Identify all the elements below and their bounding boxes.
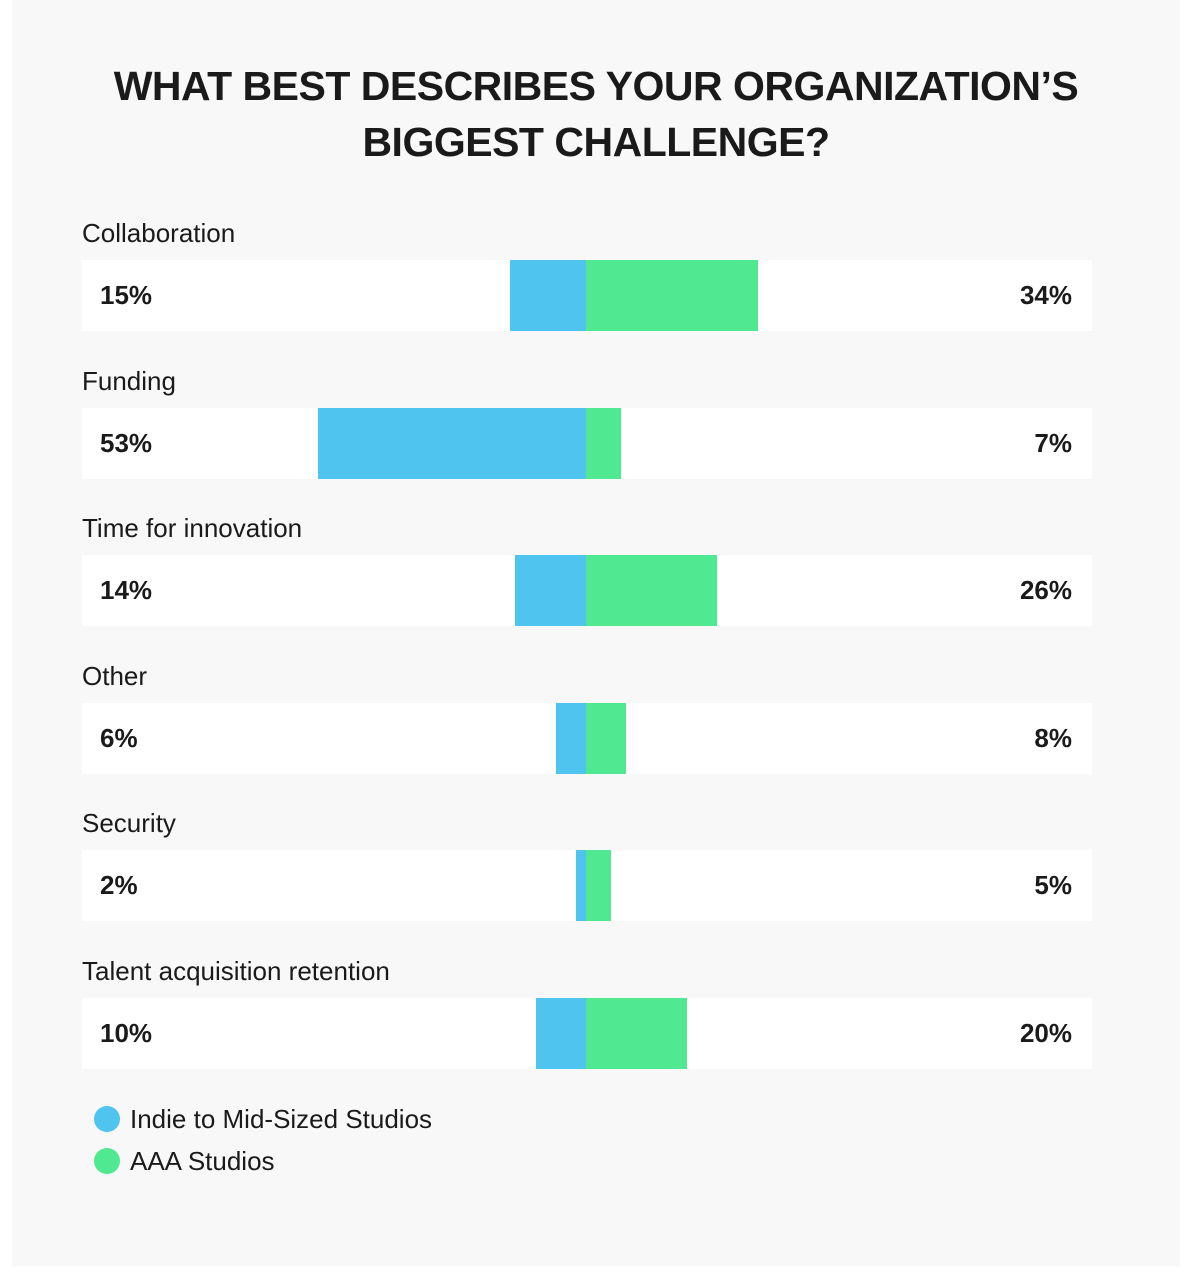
category-label-collaboration: Collaboration [82,218,236,248]
legend-label-aaa: AAA Studios [130,1145,275,1176]
legend-swatch-aaa [94,1148,120,1174]
value-label-aaa-collaboration: 34% [1019,280,1072,310]
value-label-aaa-security: 5% [1034,870,1072,900]
category-label-other: Other [82,661,148,691]
bar-indie-collaboration [510,260,586,331]
category-label-security: Security [82,808,176,838]
bar-indie-talent-acquisition-retention [535,998,586,1069]
value-label-indie-funding: 53% [100,428,153,458]
bar-track-funding: 53% 7% [82,408,1092,479]
value-label-aaa-funding: 7% [1034,428,1072,458]
chart-title: WHAT BEST DESCRIBES YOUR ORGANIZATION’S … [12,58,1180,170]
bar-track-time-for-innovation: 14% 26% [82,555,1092,626]
value-label-indie-security: 2% [100,870,138,900]
category-label-talent-acquisition-retention: Talent acquisition retention [82,956,390,986]
chart-card: WHAT BEST DESCRIBES YOUR ORGANIZATION’S … [12,0,1180,1266]
bar-aaa-time-for-innovation [586,555,718,626]
bar-indie-time-for-innovation [515,555,586,626]
chart-title-line-1: WHAT BEST DESCRIBES YOUR ORGANIZATION’S [113,63,1079,109]
bar-indie-other [555,703,586,774]
legend-label-indie: Indie to Mid-Sized Studios [130,1103,433,1134]
value-label-indie-time-for-innovation: 14% [100,575,153,605]
bar-track-security: 2% 5% [82,850,1092,921]
legend-item-aaa: AAA Studios [94,1140,432,1182]
bar-aaa-security [586,850,612,921]
bar-track-collaboration: 15% 34% [82,260,1092,331]
bar-aaa-funding [586,408,622,479]
value-label-aaa-time-for-innovation: 26% [1019,575,1072,605]
bar-aaa-collaboration [586,260,758,331]
chart-title-line-2: BIGGEST CHALLENGE? [362,119,830,165]
bar-track-other: 6% 8% [82,703,1092,774]
value-label-indie-talent-acquisition-retention: 10% [100,1018,153,1048]
bar-aaa-other [586,703,627,774]
bar-track-talent-acquisition-retention: 10% 20% [82,998,1092,1069]
value-label-aaa-other: 8% [1034,723,1072,753]
value-label-indie-other: 6% [100,723,138,753]
bar-indie-funding [318,408,586,479]
value-label-indie-collaboration: 15% [100,280,153,310]
legend: Indie to Mid-Sized Studios AAA Studios [94,1098,432,1182]
category-label-funding: Funding [82,366,176,396]
category-label-time-for-innovation: Time for innovation [82,513,303,543]
bar-aaa-talent-acquisition-retention [586,998,687,1069]
legend-swatch-indie [94,1106,120,1132]
value-label-aaa-talent-acquisition-retention: 20% [1019,1018,1072,1048]
legend-item-indie: Indie to Mid-Sized Studios [94,1098,432,1140]
bar-indie-security [575,850,586,921]
